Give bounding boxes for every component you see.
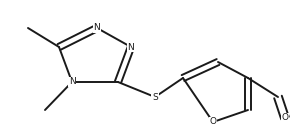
Text: S: S xyxy=(152,92,158,102)
Text: N: N xyxy=(128,43,134,51)
Text: O: O xyxy=(210,117,216,127)
Text: N: N xyxy=(94,23,100,33)
Text: N: N xyxy=(69,78,75,87)
Text: O: O xyxy=(281,113,289,123)
